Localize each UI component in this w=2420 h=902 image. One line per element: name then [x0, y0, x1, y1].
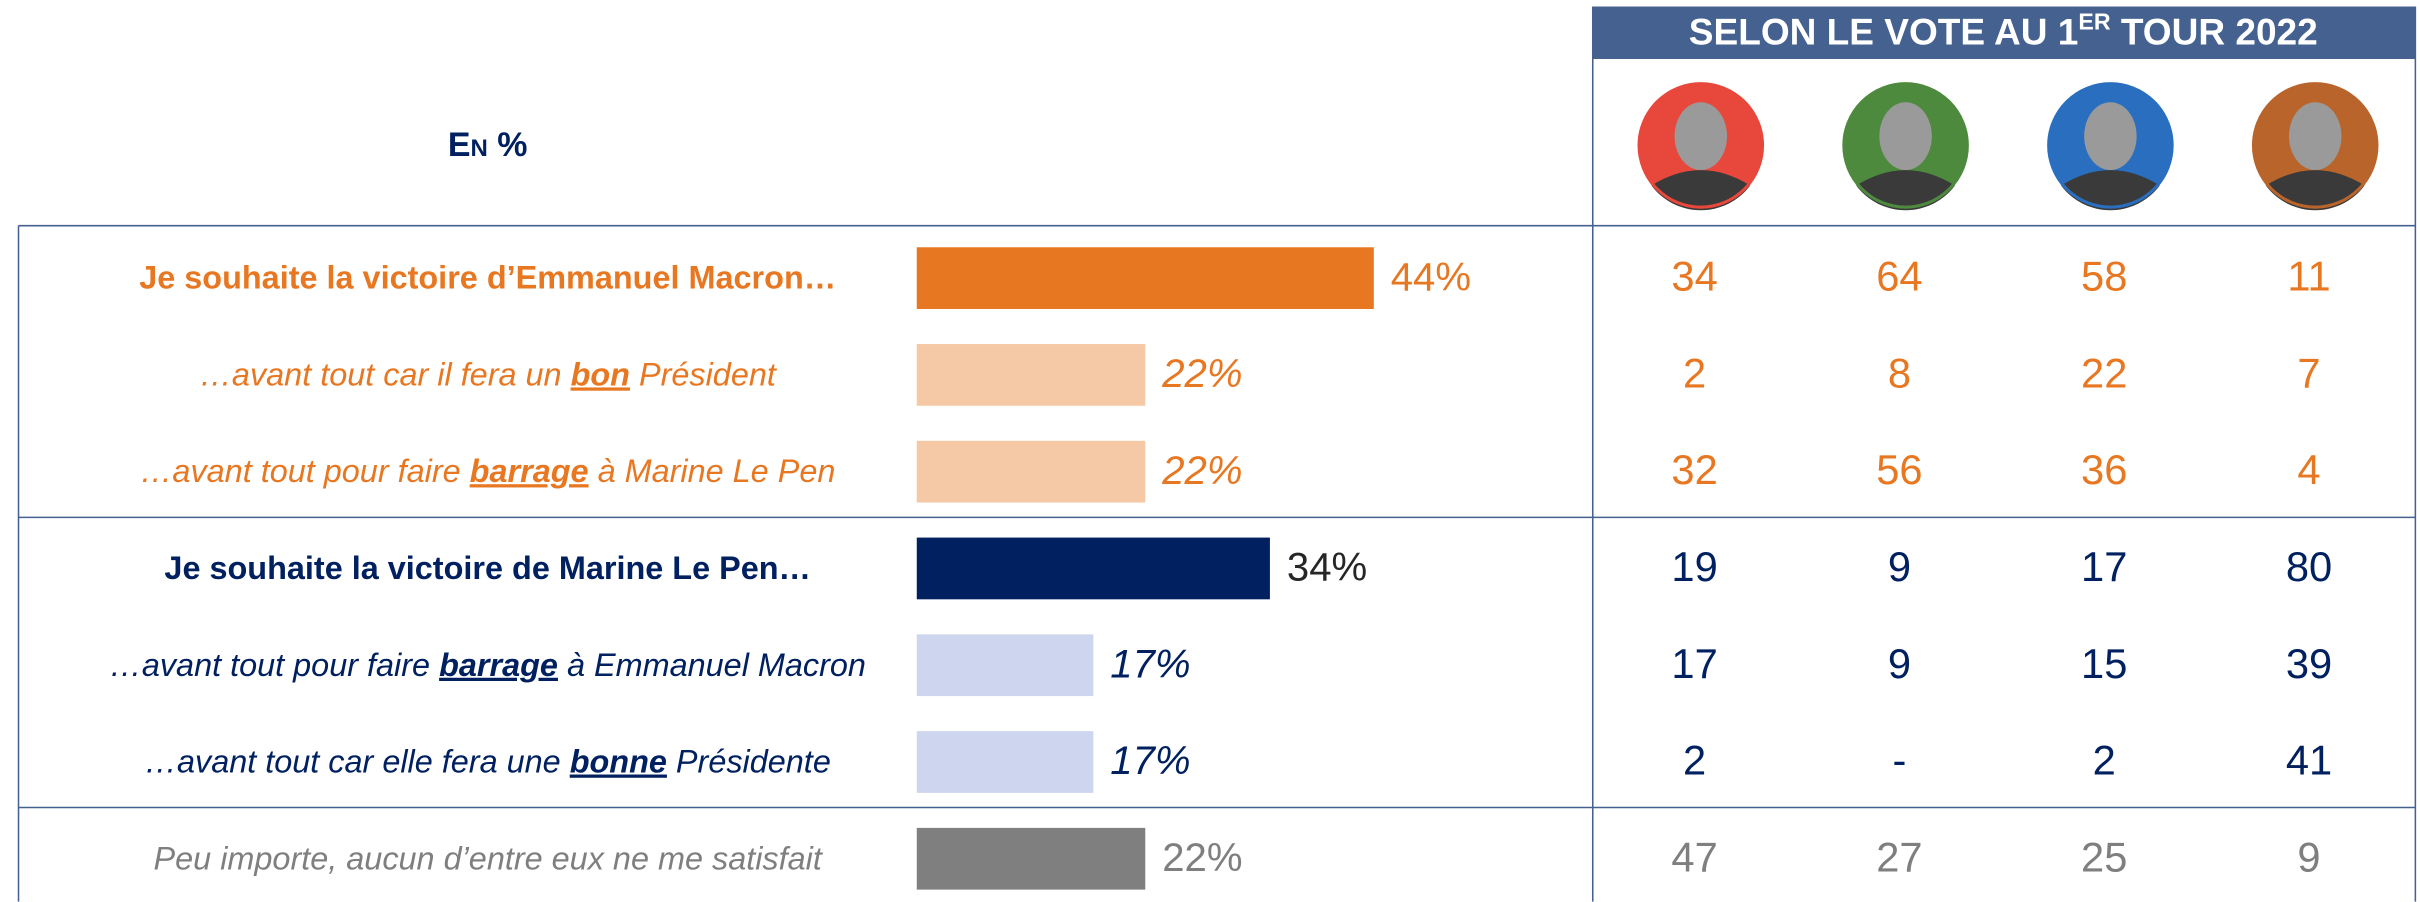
table-cell: 27 — [1876, 833, 1922, 880]
category-part: Je souhaite la victoire de Marine Le Pen… — [164, 550, 811, 586]
value-label: 34% — [1287, 545, 1367, 590]
portrait — [2047, 82, 2174, 211]
table-cell: 4 — [2297, 446, 2320, 493]
title-part: SELON LE VOTE AU 1 — [1689, 10, 2079, 52]
table-cell: 64 — [1876, 253, 1922, 300]
value-label: 22% — [1161, 351, 1242, 396]
value-label: 17% — [1110, 641, 1190, 686]
portrait-head — [2084, 102, 2137, 171]
category-part: …avant tout car il fera un — [200, 356, 571, 392]
table-cell: 2 — [1683, 737, 1706, 784]
portrait — [2251, 82, 2379, 211]
portrait-body — [1856, 170, 1955, 211]
table-cell: 7 — [2297, 349, 2320, 396]
bar — [916, 537, 1270, 600]
category-part: bonne — [570, 743, 667, 779]
bar — [916, 344, 1146, 406]
table-cell: 17 — [1671, 640, 1717, 687]
table-cell: 15 — [2081, 640, 2127, 687]
table-cell: 9 — [1888, 543, 1911, 590]
portrait-head — [2288, 102, 2342, 171]
bar — [916, 731, 1094, 793]
category-part: …avant tout car elle fera une — [145, 743, 570, 779]
table-cell: 47 — [1671, 833, 1717, 880]
category-label: …avant tout car elle fera une bonne Prés… — [145, 743, 831, 779]
table-cell: 11 — [2287, 253, 2330, 300]
bar — [916, 247, 1374, 310]
portrait-head — [1674, 102, 1728, 171]
portrait-head — [1879, 102, 1932, 171]
value-label: 44% — [1391, 254, 1471, 299]
portrait-ring — [1637, 82, 1765, 209]
unit-label: En % — [448, 126, 528, 164]
category-label: …avant tout pour faire barrage à Marine … — [140, 453, 835, 489]
category-label: Peu importe, aucun d’entre eux ne me sat… — [154, 840, 824, 876]
portrait-ring — [1842, 82, 1969, 209]
table-cell: 58 — [2081, 253, 2127, 300]
title-superscript: ER — [2078, 9, 2110, 35]
table-cell: 19 — [1671, 543, 1717, 590]
category-part: à Marine Le Pen — [589, 453, 836, 489]
category-label: Je souhaite la victoire d’Emmanuel Macro… — [139, 259, 836, 295]
portrait-body — [1651, 170, 1751, 211]
portrait-body — [2265, 170, 2365, 211]
category-part: …avant tout pour faire — [140, 453, 470, 489]
category-label: …avant tout pour faire barrage à Emmanue… — [109, 646, 866, 682]
table-cell: 41 — [2286, 737, 2332, 784]
table-cell: 32 — [1671, 446, 1717, 493]
value-label: 22% — [1161, 448, 1242, 493]
category-part: bon — [571, 356, 630, 392]
table-cell: 25 — [2081, 833, 2127, 880]
title-part: TOUR 2022 — [2111, 10, 2318, 52]
table-cell: 80 — [2286, 543, 2332, 590]
value-label: 17% — [1110, 738, 1190, 783]
category-part: Présidente — [667, 743, 831, 779]
category-part: barrage — [439, 646, 558, 682]
category-label: Je souhaite la victoire de Marine Le Pen… — [164, 550, 811, 586]
table-cell: 8 — [1888, 349, 1911, 396]
frame — [17, 6, 2417, 902]
bar — [916, 634, 1094, 697]
table-cell: 39 — [2286, 640, 2332, 687]
category-part: Peu importe, aucun d’entre eux ne me sat… — [154, 840, 824, 876]
table-cell: 9 — [2297, 833, 2320, 880]
category-part: Président — [630, 356, 778, 392]
table-cell: - — [1892, 737, 1906, 784]
category-part: à Emmanuel Macron — [558, 646, 866, 682]
table-cell: 34 — [1671, 253, 1717, 300]
bar — [916, 827, 1146, 890]
table-cell: 2 — [2093, 737, 2116, 784]
portrait — [1842, 82, 1969, 211]
category-label: …avant tout car il fera un bon Président — [200, 356, 778, 392]
table-cell: 2 — [1683, 349, 1706, 396]
category-part: Je souhaite la victoire d’Emmanuel Macro… — [139, 259, 836, 295]
portrait-ring — [2047, 82, 2174, 209]
value-label: 22% — [1162, 835, 1242, 880]
table-cell: 9 — [1888, 640, 1911, 687]
table-cell: 17 — [2081, 543, 2127, 590]
table-cell: 36 — [2081, 446, 2127, 493]
portrait-body — [2061, 170, 2160, 211]
header-bar — [1592, 6, 2416, 59]
table-cell: 56 — [1876, 446, 1922, 493]
bar — [916, 440, 1146, 503]
portrait-ring — [2251, 82, 2379, 209]
table-cell: 22 — [2081, 349, 2127, 396]
category-part: …avant tout pour faire — [109, 646, 439, 682]
category-part: barrage — [470, 453, 589, 489]
portrait — [1637, 82, 1765, 211]
breakdown-title: SELON LE VOTE AU 1ER TOUR 2022 — [1689, 9, 2318, 52]
